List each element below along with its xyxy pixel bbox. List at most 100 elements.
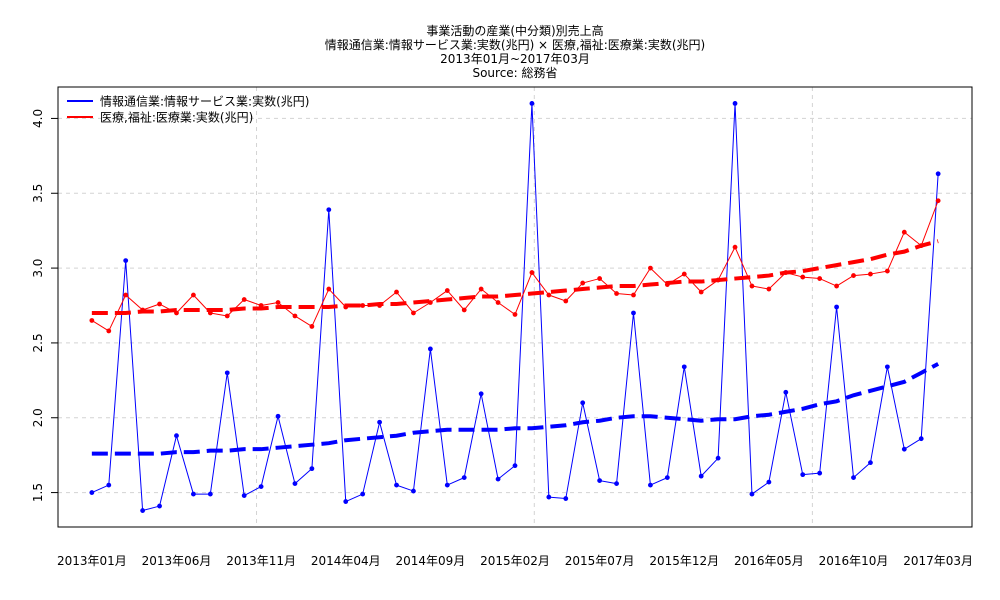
info-services-point bbox=[461, 475, 467, 481]
info-services-point bbox=[580, 400, 586, 406]
info-services-point bbox=[427, 346, 433, 352]
info-services-point bbox=[444, 482, 450, 488]
info-services-point bbox=[224, 370, 230, 376]
chart-title: 事業活動の産業(中分類)別売上高 bbox=[426, 23, 603, 38]
medical-point bbox=[461, 307, 467, 313]
info-services-point bbox=[174, 433, 179, 439]
info-services-point bbox=[901, 446, 907, 452]
info-services-point bbox=[478, 391, 484, 397]
medical-point bbox=[614, 291, 619, 296]
info-services-point bbox=[326, 207, 332, 213]
info-services-point bbox=[191, 491, 196, 497]
medical-point bbox=[275, 300, 281, 305]
medical-point bbox=[241, 297, 247, 302]
x-tick-label: 2014年04月 bbox=[311, 554, 381, 568]
info-services-point bbox=[614, 481, 619, 486]
chart-source: Source: 総務省 bbox=[472, 66, 557, 80]
info-services-point bbox=[157, 503, 162, 509]
info-services-point bbox=[884, 364, 890, 370]
info-services-point bbox=[631, 310, 636, 316]
medical-point bbox=[901, 229, 907, 235]
medical-point bbox=[546, 292, 552, 298]
medical-point bbox=[935, 198, 941, 204]
y-tick-label: 4.0 bbox=[31, 109, 45, 128]
medical-trend-line bbox=[91, 239, 939, 315]
medical-point bbox=[292, 313, 298, 319]
info-services-point bbox=[343, 499, 349, 504]
medical-point bbox=[224, 313, 230, 319]
y-tick-label: 3.5 bbox=[31, 184, 45, 203]
medical-point bbox=[868, 271, 873, 277]
info-services-point bbox=[360, 491, 366, 497]
x-tick-label: 2013年06月 bbox=[142, 554, 212, 568]
info-services-point bbox=[275, 413, 281, 419]
chart-period: 2013年01月~2017年03月 bbox=[440, 52, 590, 66]
chart-title-block: 事業活動の産業(中分類)別売上高 情報通信業:情報サービス業:実数(兆円) × … bbox=[325, 23, 705, 80]
medical-point bbox=[191, 292, 196, 298]
medical-point bbox=[106, 328, 112, 334]
info-services-point bbox=[207, 491, 213, 497]
legend-label-info-services: 情報通信業:情報サービス業:実数(兆円) bbox=[100, 94, 309, 109]
chart-subtitle: 情報通信業:情報サービス業:実数(兆円) × 医療,福祉:医療業:実数(兆円) bbox=[325, 37, 705, 52]
x-tick-label: 2015年02月 bbox=[480, 554, 550, 568]
medical-point bbox=[478, 286, 484, 292]
info-services-point bbox=[394, 482, 399, 488]
info-services-point bbox=[106, 482, 112, 488]
medical-point bbox=[800, 274, 806, 280]
info-services-point bbox=[529, 101, 535, 106]
medical-point bbox=[732, 244, 738, 250]
grid-layer bbox=[58, 87, 972, 527]
medical-point bbox=[884, 268, 890, 274]
info-services-point bbox=[664, 475, 670, 481]
medical-point bbox=[326, 286, 332, 292]
y-tick-label: 2.0 bbox=[31, 408, 45, 427]
medical-point bbox=[817, 276, 823, 281]
y-tick-label: 1.5 bbox=[31, 483, 45, 502]
info-services-point bbox=[800, 472, 806, 478]
info-services-point bbox=[546, 494, 552, 500]
info-services-point bbox=[648, 482, 653, 488]
legend: 情報通信業:情報サービス業:実数(兆円) 医療,福祉:医療業:実数(兆円) bbox=[67, 94, 309, 125]
y-tick-label: 3.0 bbox=[31, 259, 45, 278]
info-services-point bbox=[123, 258, 129, 264]
x-tick-label: 2014年09月 bbox=[395, 554, 465, 568]
medical-point bbox=[89, 318, 95, 323]
info-services-point bbox=[309, 466, 315, 472]
info-services-point bbox=[377, 419, 382, 425]
medical-point bbox=[495, 300, 501, 305]
info-services-point bbox=[681, 364, 687, 370]
medical-point bbox=[834, 283, 839, 289]
trend-layer bbox=[91, 239, 940, 456]
info-services-point bbox=[918, 436, 924, 442]
legend-label-medical: 医療,福祉:医療業:実数(兆円) bbox=[100, 110, 253, 125]
medical-point bbox=[529, 270, 535, 275]
x-tick-label: 2013年11月 bbox=[226, 554, 296, 568]
medical-point bbox=[123, 292, 129, 298]
info-services-point bbox=[140, 508, 146, 513]
x-tick-label: 2015年12月 bbox=[649, 554, 719, 568]
x-tick-label: 2016年05月 bbox=[734, 554, 804, 568]
legend-item-medical: 医療,福祉:医療業:実数(兆円) bbox=[67, 110, 253, 125]
info-services-point bbox=[512, 463, 518, 469]
x-tick-label: 2015年07月 bbox=[565, 554, 635, 568]
info-services-point bbox=[89, 490, 95, 495]
info-services-point bbox=[241, 493, 247, 498]
info-services-point bbox=[292, 481, 298, 486]
info-services-point bbox=[766, 479, 772, 485]
info-services-point bbox=[783, 389, 789, 395]
medical-point bbox=[411, 310, 416, 316]
medical-point bbox=[766, 286, 772, 292]
x-tick-label: 2017年03月 bbox=[903, 554, 973, 568]
info-services-point bbox=[597, 478, 603, 484]
medical-point bbox=[681, 271, 687, 277]
info-services-point bbox=[258, 484, 264, 489]
medical-point bbox=[749, 283, 755, 289]
info-services-point bbox=[935, 171, 941, 177]
info-services-point bbox=[868, 460, 873, 466]
y-tick-label: 2.5 bbox=[31, 333, 45, 352]
info-services-point bbox=[851, 475, 856, 481]
info-services-point bbox=[715, 455, 721, 461]
info-services-point bbox=[563, 496, 569, 501]
